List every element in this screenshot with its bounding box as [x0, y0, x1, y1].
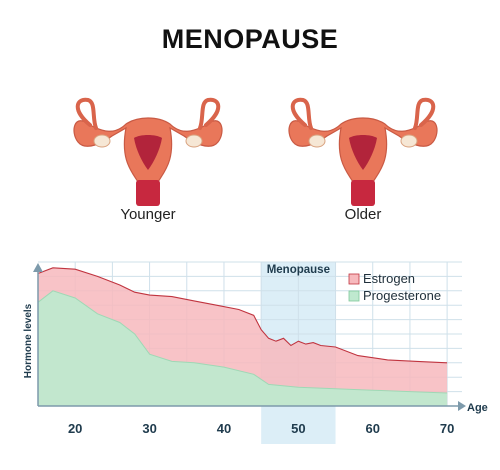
- uterine-cavity: [349, 135, 377, 170]
- x-tick-label: 50: [291, 421, 305, 436]
- uterine-cavity: [134, 135, 162, 170]
- legend: Estrogen Progesterone: [348, 271, 441, 303]
- uterus-illustration-younger: [73, 97, 223, 206]
- cervix: [136, 180, 160, 206]
- fallopian-tube-left: [290, 97, 313, 130]
- menopause-label: Menopause: [267, 264, 330, 276]
- x-axis-arrow: [458, 401, 466, 411]
- legend-entry: Progesterone: [363, 288, 441, 303]
- progesterone-line: [37, 290, 448, 394]
- y-axis-label: Hormone levels: [23, 303, 34, 378]
- ovary-right: [400, 134, 418, 148]
- uterus-illustration-older: [288, 97, 438, 206]
- x-tick-label: 40: [217, 421, 231, 436]
- fallopian-tube-right: [198, 97, 221, 130]
- cervix: [351, 180, 375, 206]
- page-title: MENOPAUSE: [161, 24, 339, 54]
- fallopian-tube-left: [75, 97, 98, 130]
- ovary-left: [93, 134, 111, 148]
- y-axis-arrow: [33, 263, 43, 272]
- label-younger: Younger: [120, 206, 176, 223]
- fallopian-tube-right: [413, 97, 436, 130]
- estrogen-line: [37, 267, 448, 364]
- label-older: Older: [344, 206, 382, 223]
- legend-entry: Estrogen: [363, 271, 415, 286]
- x-tick-label: 60: [366, 421, 380, 436]
- x-tick-label: 20: [68, 421, 82, 436]
- x-tick-label: 70: [440, 421, 454, 436]
- ovary-right: [185, 134, 203, 148]
- x-axis-label: Age: [467, 402, 488, 414]
- legend-swatch: [348, 273, 360, 285]
- legend-swatch: [348, 290, 360, 302]
- x-tick-label: 30: [142, 421, 156, 436]
- progesterone-area: [38, 290, 448, 406]
- ovary-left: [308, 134, 326, 148]
